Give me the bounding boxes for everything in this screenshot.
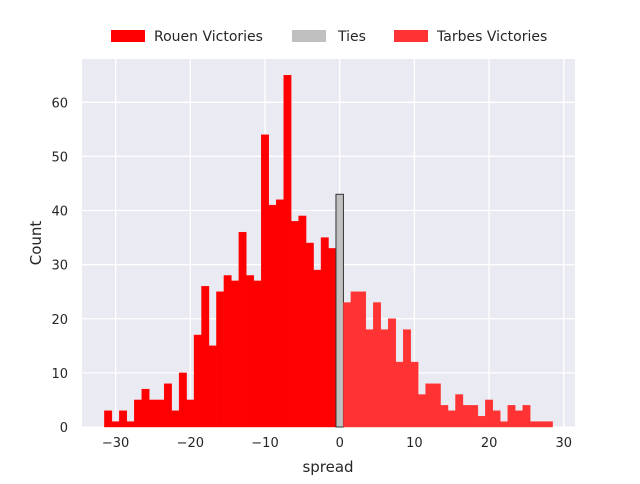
- bar-rouen-victories: [298, 215, 307, 428]
- bar-tarbes-victories: [440, 405, 449, 428]
- y-tick-label: 20: [51, 313, 68, 328]
- bar-tarbes-victories: [507, 405, 516, 428]
- bar-rouen-victories: [216, 291, 225, 428]
- bar-rouen-victories: [328, 248, 337, 428]
- x-tick-label: 0: [336, 436, 344, 451]
- y-axis-label: Count: [27, 221, 45, 266]
- bar-rouen-victories: [261, 134, 269, 428]
- bar-tarbes-victories: [358, 291, 367, 428]
- bar-rouen-victories: [305, 242, 314, 428]
- bar-tarbes-victories: [485, 399, 494, 428]
- bar-tarbes-victories: [343, 302, 352, 428]
- bar-tarbes-victories: [537, 421, 546, 428]
- y-tick-label: 10: [51, 367, 68, 382]
- legend-swatch-tarbes: [394, 30, 428, 42]
- x-tick-label: 10: [406, 436, 423, 451]
- y-tick-label: 50: [51, 150, 68, 165]
- bar-tarbes-victories: [544, 421, 553, 428]
- bar-tarbes-victories: [395, 361, 404, 428]
- bar-tarbes-victories: [492, 410, 501, 428]
- bar-tarbes-victories: [410, 361, 419, 428]
- x-tick-labels: −30 −20 −10 0 10 20 30: [102, 436, 572, 451]
- x-tick-label: −10: [251, 436, 278, 451]
- bar-tarbes-victories: [425, 383, 434, 428]
- bar-rouen-victories: [178, 372, 187, 428]
- bar-rouen-victories: [149, 399, 157, 428]
- bar-tarbes-victories: [522, 405, 531, 428]
- bar-rouen-victories: [246, 275, 255, 428]
- y-tick-label: 40: [51, 205, 68, 220]
- bar-rouen-victories: [268, 204, 277, 428]
- bar-rouen-victories: [223, 275, 232, 428]
- bar-rouen-victories: [141, 388, 150, 428]
- bar-tarbes-victories: [432, 383, 441, 428]
- bar-rouen-victories: [134, 399, 142, 428]
- x-tick-label: 30: [556, 436, 573, 451]
- bar-tarbes-victories: [373, 302, 381, 428]
- x-tick-label: −20: [177, 436, 204, 451]
- bar-tarbes-victories: [380, 329, 389, 428]
- bar-tarbes-victories: [417, 394, 426, 428]
- bar-tarbes-victories: [477, 415, 486, 428]
- bar-rouen-victories: [119, 410, 128, 428]
- bar-tarbes-victories: [388, 318, 396, 428]
- bar-rouen-victories: [193, 334, 202, 428]
- bar-tarbes-victories: [470, 405, 479, 428]
- bar-rouen-victories: [320, 237, 329, 428]
- bar-tarbes-victories: [515, 410, 523, 428]
- y-tick-labels: 0 10 20 30 40 50 60: [51, 96, 68, 436]
- bar-rouen-victories: [111, 421, 120, 428]
- legend-swatch-ties: [292, 30, 326, 42]
- bar-rouen-victories: [104, 410, 113, 428]
- y-tick-label: 30: [51, 259, 68, 274]
- bar-tarbes-victories: [447, 410, 456, 428]
- bar-rouen-victories: [231, 280, 240, 428]
- y-tick-label: 0: [60, 421, 68, 436]
- bar-tarbes-victories: [350, 291, 359, 428]
- bar-ties: [335, 193, 344, 428]
- legend-label-rouen: Rouen Victories: [154, 29, 263, 45]
- bar-tarbes-victories: [529, 421, 538, 428]
- bar-rouen-victories: [171, 410, 180, 428]
- x-tick-label: 20: [481, 436, 498, 451]
- legend-item-tarbes: Tarbes Victories: [394, 29, 547, 45]
- bar-rouen-victories: [253, 280, 262, 428]
- y-tick-label: 60: [51, 96, 68, 111]
- bar-rouen-victories: [201, 286, 210, 428]
- legend-label-tarbes: Tarbes Victories: [436, 29, 547, 45]
- bar-rouen-victories: [283, 75, 292, 428]
- bar-tarbes-victories: [402, 329, 411, 428]
- bar-rouen-victories: [126, 421, 135, 428]
- bar-rouen-victories: [156, 399, 165, 428]
- legend-label-ties: Ties: [337, 29, 366, 45]
- bars: [104, 75, 553, 428]
- bar-rouen-victories: [208, 345, 217, 428]
- x-tick-label: −30: [102, 436, 129, 451]
- bar-rouen-victories: [163, 383, 172, 428]
- bar-tarbes-victories: [455, 394, 464, 428]
- bar-tarbes-victories: [500, 421, 508, 428]
- legend: Rouen Victories Ties Tarbes Victories: [111, 29, 547, 45]
- bar-tarbes-victories: [462, 405, 471, 428]
- bar-rouen-victories: [313, 269, 322, 428]
- bar-rouen-victories: [238, 231, 247, 428]
- legend-swatch-rouen: [111, 30, 145, 42]
- bar-rouen-victories: [290, 221, 299, 428]
- bar-tarbes-victories: [365, 329, 374, 428]
- legend-item-rouen: Rouen Victories: [111, 29, 263, 45]
- bar-rouen-victories: [276, 199, 284, 428]
- legend-item-ties: Ties: [292, 29, 366, 45]
- bar-rouen-victories: [186, 399, 195, 428]
- x-axis-label: spread: [302, 458, 353, 476]
